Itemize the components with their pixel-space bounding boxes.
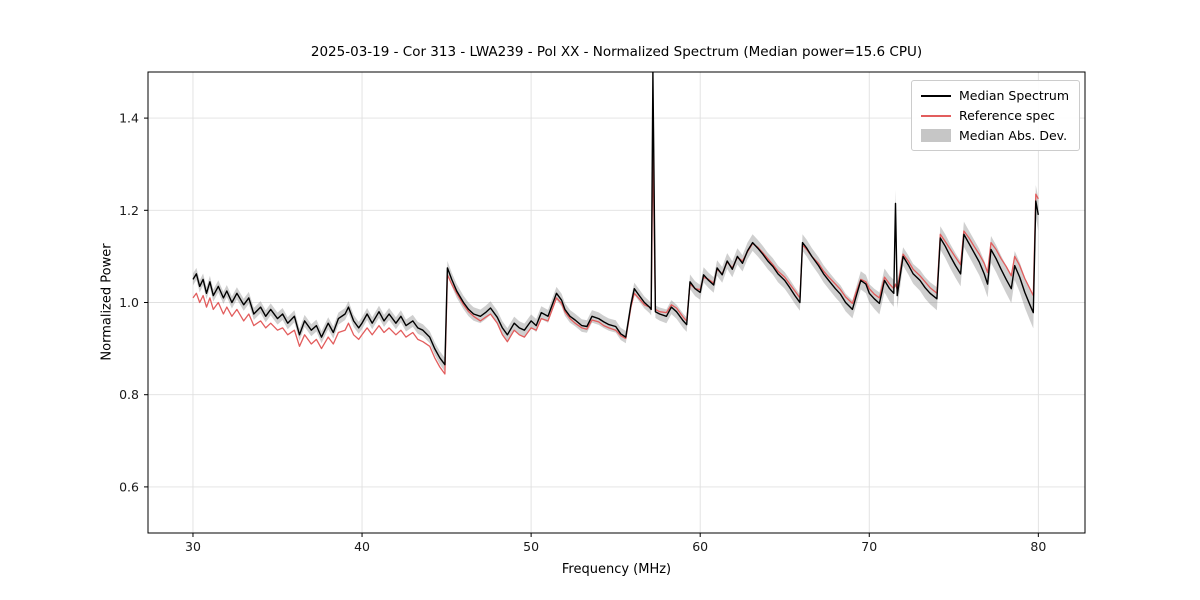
y-tick-label: 0.6 — [119, 479, 139, 494]
median-line-swatch-icon — [920, 94, 951, 97]
y-axis: 0.6 0.8 1.0 1.2 1.4 — [119, 111, 148, 494]
y-tick-label: 1.0 — [119, 295, 139, 310]
reference-spec-line — [192, 145, 1039, 375]
x-tick-label: 40 — [354, 539, 370, 554]
legend-item-median-spectrum: Median Spectrum — [920, 88, 1069, 103]
y-tick-label: 1.4 — [119, 111, 139, 126]
x-tick-label: 30 — [185, 539, 201, 554]
y-tick-label: 1.2 — [119, 203, 139, 218]
chart-title: 2025-03-19 - Cor 313 - LWA239 - Pol XX -… — [310, 44, 923, 60]
x-tick-label: 70 — [861, 539, 877, 554]
y-axis-label: Normalized Power — [99, 243, 115, 361]
x-tick-label: 80 — [1030, 539, 1046, 554]
median-spectrum-line — [192, 72, 1039, 366]
x-axis: 30 40 50 60 70 80 — [185, 533, 1046, 554]
reference-line-swatch-icon — [920, 114, 951, 117]
legend: Median Spectrum Reference spec Median Ab… — [910, 80, 1080, 151]
legend-label-median-abs-dev: Median Abs. Dev. — [958, 128, 1068, 143]
mad-band-swatch-icon — [920, 129, 951, 142]
y-tick-label: 0.8 — [119, 387, 139, 402]
legend-label-median-spectrum: Median Spectrum — [958, 88, 1069, 103]
legend-item-median-abs-dev: Median Abs. Dev. — [920, 128, 1069, 143]
legend-label-reference-spec: Reference spec — [958, 108, 1055, 123]
legend-item-reference-spec: Reference spec — [920, 108, 1069, 123]
x-axis-label: Frequency (MHz) — [561, 562, 672, 577]
x-tick-label: 60 — [692, 539, 708, 554]
x-tick-label: 50 — [523, 539, 539, 554]
